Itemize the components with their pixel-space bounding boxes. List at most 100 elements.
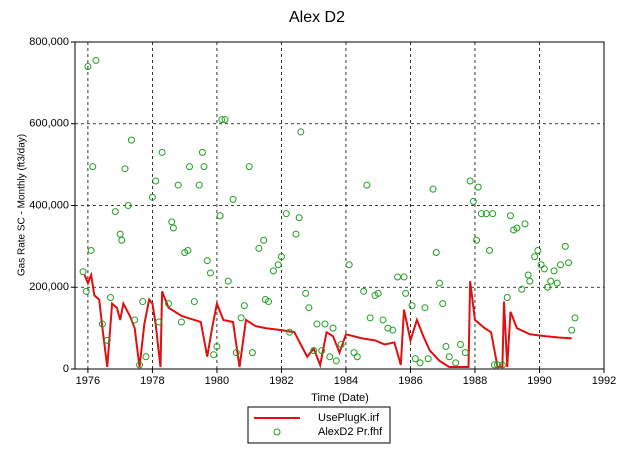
data-point [295, 214, 303, 222]
data-point [571, 314, 579, 322]
data-point [277, 253, 285, 261]
data-point [282, 210, 290, 218]
data-point [439, 300, 447, 308]
data-point [111, 208, 119, 216]
x-tick-label: 1986 [398, 375, 422, 387]
data-point [360, 287, 368, 295]
data-point [561, 242, 569, 250]
data-point [474, 183, 482, 191]
data-point [158, 148, 166, 156]
legend-label: UsePlugK.irf [318, 412, 380, 424]
y-tick-label: 800,000 [29, 36, 69, 48]
data-point [165, 300, 173, 308]
x-tick-label: 1988 [463, 375, 487, 387]
x-tick-label: 1990 [527, 375, 551, 387]
data-point [310, 347, 318, 355]
data-point [274, 261, 282, 269]
data-point [389, 326, 397, 334]
data-point [203, 257, 211, 265]
data-point [494, 361, 502, 369]
data-point [329, 324, 337, 332]
data-point [237, 314, 245, 322]
x-tick-label: 1976 [76, 375, 100, 387]
data-point [503, 293, 511, 301]
data-point [174, 181, 182, 189]
data-point [442, 343, 450, 351]
data-point [547, 277, 555, 285]
data-point [200, 163, 208, 171]
data-point [424, 355, 432, 363]
data-point [210, 351, 218, 359]
data-point [221, 116, 229, 124]
data-point [534, 246, 542, 254]
data-point [498, 361, 506, 369]
data-point [206, 269, 214, 277]
data-point [556, 261, 564, 269]
data-point [466, 177, 474, 185]
data-point [489, 210, 497, 218]
y-tick-label: 400,000 [29, 199, 69, 211]
data-point [524, 271, 532, 279]
data-point [131, 316, 139, 324]
data-point [326, 353, 334, 361]
data-point [297, 128, 305, 136]
data-point [136, 361, 144, 369]
data-point [540, 265, 548, 273]
data-point [260, 236, 268, 244]
data-point [121, 165, 129, 173]
data-point [565, 259, 573, 267]
data-point [526, 277, 534, 285]
data-point [302, 289, 310, 297]
data-point [429, 185, 437, 193]
data-point [521, 220, 529, 228]
data-point [416, 359, 424, 367]
x-tick-label: 1978 [140, 375, 164, 387]
data-point [421, 304, 429, 312]
data-point [216, 212, 224, 220]
data-point [245, 163, 253, 171]
data-point [213, 343, 221, 351]
data-point [82, 287, 90, 295]
data-point [506, 212, 514, 220]
data-point [218, 116, 226, 124]
data-point [363, 181, 371, 189]
data-point [92, 56, 100, 64]
x-axis-label: Time (Date) [311, 392, 369, 404]
data-point [321, 320, 329, 328]
data-point [345, 261, 353, 269]
data-point [452, 359, 460, 367]
data-point [473, 236, 481, 244]
data-point [531, 253, 539, 261]
x-tick-label: 1984 [334, 375, 358, 387]
data-point [332, 357, 340, 365]
data-point [408, 302, 416, 310]
y-tick-label: 600,000 [29, 118, 69, 130]
data-point [353, 353, 361, 361]
x-tick-label: 1992 [592, 375, 616, 387]
data-point [400, 273, 408, 281]
data-point [518, 285, 526, 293]
plot-frame [74, 41, 605, 370]
data-point [366, 314, 374, 322]
data-point [445, 353, 453, 361]
y-tick-label: 0 [63, 363, 69, 375]
data-point [155, 318, 163, 326]
data-point [550, 267, 558, 275]
data-point [402, 289, 410, 297]
data-point [313, 320, 321, 328]
data-point [190, 298, 198, 306]
data-point [116, 230, 124, 238]
data-point [98, 320, 106, 328]
data-point [139, 298, 147, 306]
y-axis-label: Gas Rate SC - Monthly (ft3/day) [17, 134, 28, 276]
data-point [240, 302, 248, 310]
data-point [318, 347, 326, 355]
y-tick-label: 200,000 [29, 281, 69, 293]
data-point [89, 163, 97, 171]
data-point [118, 236, 126, 244]
data-point [168, 218, 176, 226]
data-point [79, 268, 87, 276]
data-point [544, 283, 552, 291]
